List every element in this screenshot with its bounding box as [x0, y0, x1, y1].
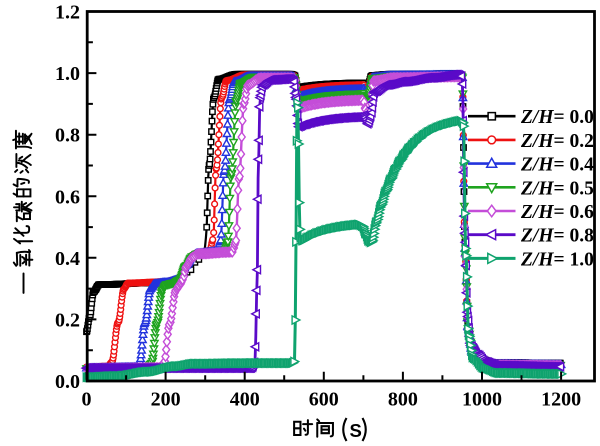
svg-text:0.2: 0.2	[55, 309, 80, 331]
svg-text:S: S	[350, 420, 362, 441]
svg-text:0.8: 0.8	[55, 125, 80, 147]
svg-text:200: 200	[151, 389, 181, 411]
svg-text:1200: 1200	[541, 389, 581, 411]
svg-text:0: 0	[82, 389, 92, 411]
svg-text:Z/H= 0.5: Z/H= 0.5	[520, 178, 594, 199]
svg-text:Z/H= 0.8: Z/H= 0.8	[520, 226, 594, 247]
svg-text:1.0: 1.0	[55, 63, 80, 85]
svg-text:1.2: 1.2	[55, 2, 80, 24]
svg-text:0.4: 0.4	[55, 248, 80, 270]
svg-text:800: 800	[388, 389, 418, 411]
svg-text:0.6: 0.6	[55, 186, 80, 208]
svg-text:400: 400	[230, 389, 260, 411]
svg-text:Z/H= 1.0: Z/H= 1.0	[520, 249, 594, 270]
svg-text:Z/H= 0.2: Z/H= 0.2	[520, 131, 594, 152]
svg-text:0.0: 0.0	[55, 371, 80, 393]
svg-text:600: 600	[309, 389, 339, 411]
svg-text:Z/H= 0.4: Z/H= 0.4	[520, 155, 594, 176]
svg-text:Z/H= 0.0: Z/H= 0.0	[520, 107, 594, 128]
svg-text:Z/H= 0.6: Z/H= 0.6	[520, 202, 594, 223]
svg-text:1000: 1000	[462, 389, 502, 411]
